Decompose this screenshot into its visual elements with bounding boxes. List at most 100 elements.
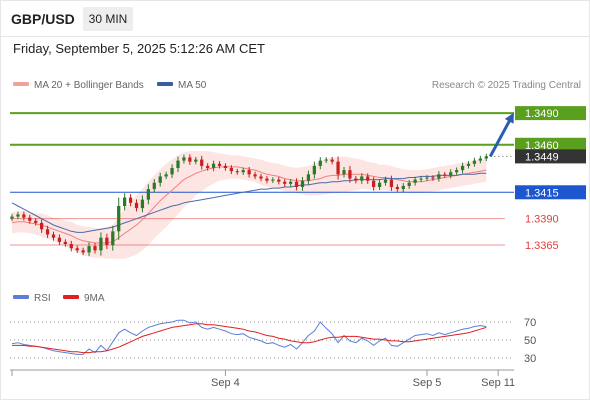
header-divider: [0, 36, 590, 37]
candle-body: [294, 181, 299, 187]
candle-body: [170, 168, 174, 175]
legend-9ma-swatch: [63, 295, 79, 300]
candle-body: [140, 199, 145, 209]
last-price-label: 1.3449: [525, 151, 559, 163]
candle-body: [34, 220, 38, 223]
candle-body: [354, 178, 358, 181]
x-axis-tick-label: Sep 5: [413, 377, 442, 389]
candle-body: [360, 176, 364, 181]
candle-body: [259, 176, 263, 179]
candle-body: [271, 179, 275, 181]
candle-body: [105, 237, 109, 246]
candle-body: [158, 176, 162, 183]
datetime-label: Friday, September 5, 2025 5:12:26 AM CET: [13, 41, 265, 56]
candle-body: [16, 214, 20, 217]
candle-body: [247, 170, 251, 175]
legend-ma50: MA 50: [157, 80, 206, 91]
candle-body: [211, 163, 216, 168]
candle-body: [134, 202, 139, 209]
candle-body: [241, 170, 245, 173]
candle-body: [472, 160, 477, 164]
candle-body: [146, 189, 150, 200]
candle-body: [45, 229, 50, 235]
level-tag-resistance: [515, 106, 586, 121]
level-tag-resistance: [515, 137, 586, 152]
candle-body: [182, 157, 186, 161]
legend-ma20-swatch: [13, 82, 29, 87]
candle-body: [449, 172, 453, 176]
legend-9ma-label: 9MA: [84, 293, 105, 304]
candle-body: [289, 181, 293, 184]
candle-body: [437, 174, 441, 179]
candle-body: [152, 182, 156, 190]
candle-body: [383, 179, 388, 183]
rsi-tick-label: 50: [524, 335, 536, 347]
candle-body: [478, 158, 482, 161]
chart-header: GBP/USD 30 MIN: [0, 0, 590, 36]
candle-body: [206, 165, 210, 168]
candle-body: [413, 179, 417, 183]
legend-ma50-label: MA 50: [178, 80, 207, 91]
candle-body: [194, 159, 198, 162]
candle-body: [466, 163, 471, 166]
candle-body: [235, 171, 239, 173]
candle-body: [455, 170, 459, 173]
x-axis-tick-label: Sep 11: [481, 377, 515, 389]
candle-body: [111, 231, 115, 246]
candle-body: [75, 248, 79, 251]
candle-body: [99, 237, 103, 251]
candle-body: [419, 178, 423, 180]
candle-body: [443, 174, 447, 176]
candle-body: [176, 160, 180, 168]
candle-body: [22, 214, 26, 218]
rsi-tick-label: 30: [524, 353, 536, 365]
candle-body: [318, 160, 322, 166]
candle-body: [200, 159, 204, 166]
candle-body: [265, 178, 269, 181]
candle-body: [128, 197, 133, 203]
candle-body: [336, 161, 340, 175]
legend-rsi-label: RSI: [34, 293, 51, 304]
forecast-arrow: [488, 112, 514, 158]
candle-body: [377, 182, 382, 187]
candle-body: [395, 187, 399, 190]
candle-body: [431, 177, 435, 179]
candle-body: [283, 181, 287, 184]
candle-body: [484, 156, 488, 159]
candle-body: [69, 244, 73, 249]
candle-body: [330, 159, 334, 162]
candle-body: [460, 165, 465, 171]
legend-9ma: 9MA: [63, 293, 105, 304]
symbol-label: GBP/USD: [11, 11, 75, 27]
candle-body: [342, 170, 346, 175]
candle-body: [10, 216, 14, 219]
candle-body: [401, 185, 405, 190]
candle-body: [28, 217, 32, 221]
legend-ma20-label: MA 20 + Bollinger Bands: [34, 80, 144, 91]
candle-body: [300, 180, 305, 187]
candle-body: [277, 179, 281, 182]
candle-body: [123, 197, 127, 206]
level-label-support: 1.3365: [525, 240, 559, 252]
candle-body: [366, 176, 370, 181]
last-price-tag: [515, 149, 586, 164]
candle-body: [253, 174, 257, 177]
candle-body: [389, 179, 394, 187]
legend-ma20-bb: MA 20 + Bollinger Bands: [13, 80, 144, 91]
candle-body: [372, 180, 376, 187]
timeframe-button[interactable]: 30 MIN: [83, 7, 133, 31]
candle-body: [117, 206, 121, 232]
copyright-label: Research © 2025 Trading Central: [431, 80, 581, 91]
rsi-series-rsi: [11, 319, 487, 355]
candle-body: [407, 182, 411, 186]
candle-body: [306, 174, 311, 181]
candle-body: [217, 163, 222, 166]
ma50-line: [11, 172, 487, 233]
candle-body: [223, 165, 228, 168]
legend-rsi: RSI: [13, 293, 51, 304]
level-label-resistance: 1.3460: [525, 140, 559, 152]
candle-body: [229, 168, 233, 172]
candle-body: [188, 157, 192, 162]
legend-ma50-swatch: [157, 82, 173, 87]
